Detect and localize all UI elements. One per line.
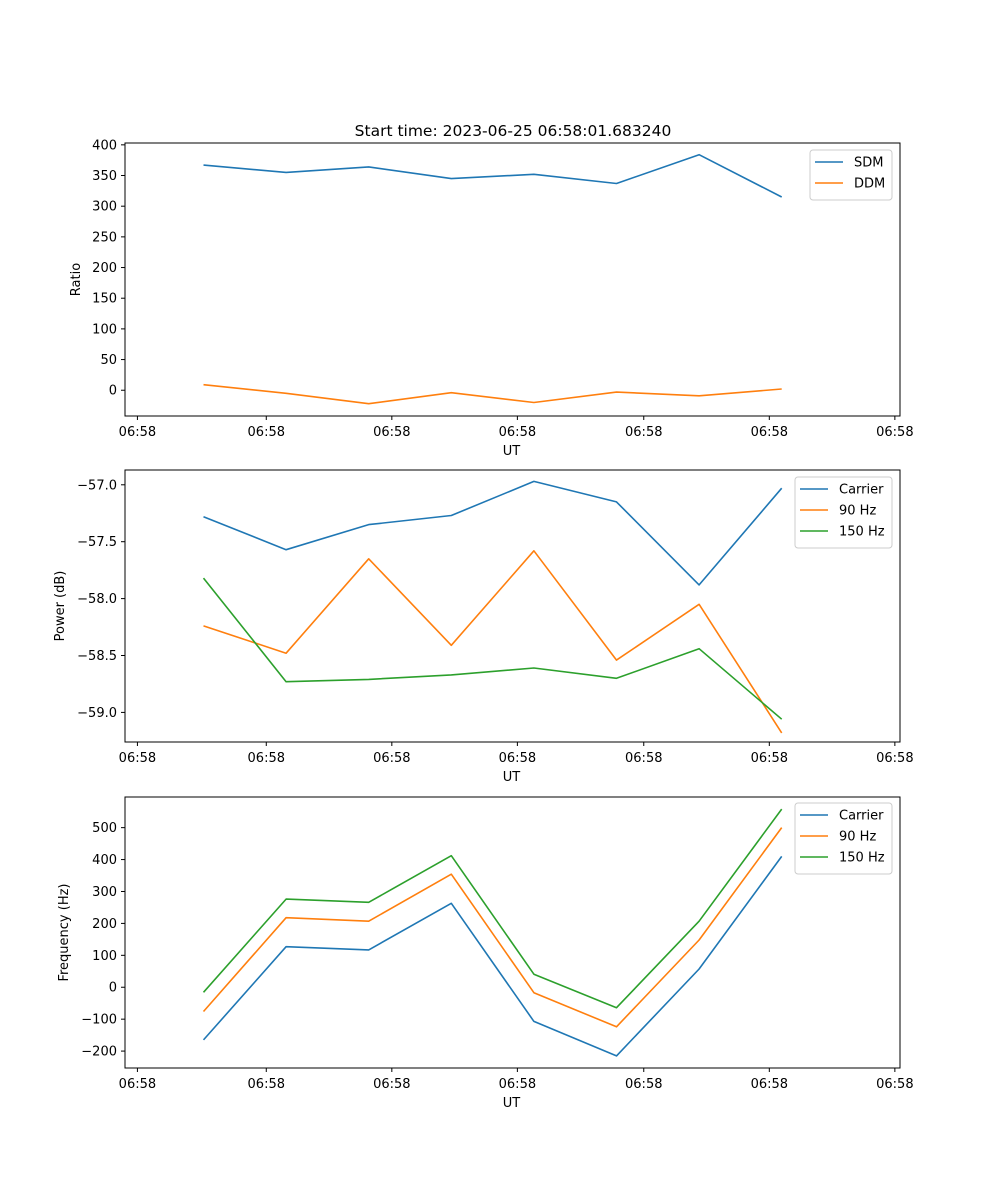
y-axis-label: Power (dB) (53, 571, 68, 642)
legend-label: 150 Hz (839, 851, 885, 866)
plot-frame (124, 796, 901, 1069)
y-tick-label: 0 (109, 384, 117, 399)
legend-label: Carrier (839, 483, 884, 498)
series-line-90-hz (203, 549, 783, 734)
series-line-carrier (203, 480, 783, 586)
series-line-carrier (202, 855, 783, 1057)
chart-panel-2: 06:58 06:58 06:58 06:58 06:58 06:58 06:58 −59.0… (53, 469, 914, 785)
y-tick-label: 500 (92, 821, 117, 836)
x-tick-label: 06:58 (625, 751, 662, 766)
x-tick-label: 06:58 (751, 425, 788, 440)
x-tick-label: 06:58 (499, 751, 536, 766)
x-tick-label: 06:58 (373, 751, 410, 766)
y-tick-label: 300 (92, 200, 117, 215)
figure-title: Start time: 2023-06-25 06:58:01.683240 (355, 122, 672, 140)
x-tick-label: 06:58 (876, 751, 913, 766)
x-tick-label: 06:58 (625, 425, 662, 440)
series-line-sdm (203, 153, 783, 198)
y-tick-label: 400 (92, 853, 117, 868)
y-tick-label: −200 (81, 1045, 117, 1060)
x-tick-label: 06:58 (373, 425, 410, 440)
y-tick-label: 50 (100, 353, 117, 368)
x-tick-label: 06:58 (248, 1077, 285, 1092)
legend: Carrier 90 Hz 150 Hz (794, 476, 893, 549)
chart-panel-3: 06:58 06:58 06:58 06:58 06:58 06:58 06:58 −200 −… (57, 796, 914, 1111)
y-tick-label: −58.5 (77, 649, 117, 664)
chart-panel-1: 06:58 06:58 06:58 06:58 06:58 06:58 06:58 0 50 10… (69, 138, 914, 459)
y-tick-label: 250 (92, 230, 117, 245)
y-tick-label: −100 (81, 1013, 117, 1028)
series-line-90-hz (202, 827, 783, 1028)
legend-label: SDM (854, 156, 883, 171)
y-tick-label: 300 (92, 885, 117, 900)
x-tick-label: 06:58 (248, 751, 285, 766)
series-line-ddm (203, 383, 782, 405)
x-tick-label: 06:58 (248, 425, 285, 440)
x-axis-label: UT (503, 444, 521, 459)
y-tick-label: 400 (92, 138, 117, 153)
y-axis-label: Frequency (Hz) (57, 883, 72, 981)
legend-label: 90 Hz (839, 504, 876, 519)
x-axis-label: UT (503, 770, 521, 785)
y-tick-label: 200 (92, 917, 117, 932)
y-tick-label: 100 (92, 322, 117, 337)
x-tick-label: 06:58 (876, 425, 913, 440)
x-tick-label: 06:58 (751, 1077, 788, 1092)
legend: SDM DDM (809, 149, 893, 201)
y-tick-label: 150 (92, 292, 117, 307)
y-axis-label: Ratio (69, 263, 84, 296)
series-line-150-hz (202, 577, 783, 720)
y-tick-label: 200 (92, 261, 117, 276)
plot-frame (124, 142, 901, 417)
legend-label: 150 Hz (839, 525, 885, 540)
x-tick-label: 06:58 (625, 1077, 662, 1092)
series-line-150-hz (202, 808, 783, 1009)
y-tick-label: −57.5 (77, 535, 117, 550)
y-tick-label: −57.0 (77, 478, 117, 493)
y-tick-label: 100 (92, 949, 117, 964)
y-tick-label: −59.0 (77, 706, 117, 721)
x-tick-label: 06:58 (119, 1077, 156, 1092)
x-tick-label: 06:58 (499, 1077, 536, 1092)
x-tick-label: 06:58 (373, 1077, 410, 1092)
legend-label: 90 Hz (839, 830, 876, 845)
y-tick-label: 350 (92, 169, 117, 184)
plot-frame (124, 469, 901, 743)
legend-label: Carrier (839, 809, 884, 824)
x-axis-label: UT (503, 1096, 521, 1111)
legend: Carrier 90 Hz 150 Hz (794, 802, 893, 875)
x-tick-label: 06:58 (119, 425, 156, 440)
x-tick-label: 06:58 (499, 425, 536, 440)
legend-label: DDM (854, 177, 885, 192)
y-tick-label: 0 (109, 981, 117, 996)
x-tick-label: 06:58 (119, 751, 156, 766)
x-tick-label: 06:58 (876, 1077, 913, 1092)
x-tick-label: 06:58 (751, 751, 788, 766)
y-tick-label: −58.0 (77, 592, 117, 607)
